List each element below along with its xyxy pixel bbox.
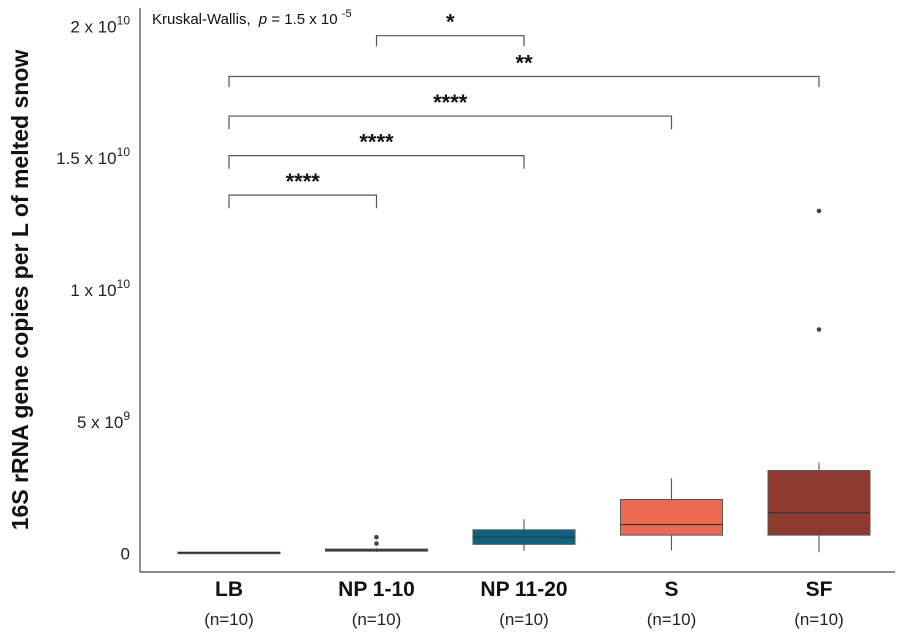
- x-category-label: NP 11-20: [480, 578, 567, 601]
- annotation-p-value: = 1.5 x 10: [271, 11, 337, 28]
- x-category-label: NP 1-10: [338, 578, 415, 601]
- box-np-11-20: [472, 519, 576, 551]
- significance-label: ****: [433, 90, 468, 115]
- kruskal-wallis-annotation: Kruskal-Wallis, p = 1.5 x 10 -5: [152, 8, 352, 28]
- box-lb: [177, 551, 281, 555]
- y-tick-label: 5 x 109: [77, 409, 130, 432]
- y-tick-exponent: 10: [117, 277, 131, 291]
- y-tick-exponent: 10: [117, 13, 131, 27]
- y-axis-title: 16S rRNA gene copies per L of melted sno…: [7, 50, 33, 531]
- annotation-test: Kruskal-Wallis,: [152, 11, 251, 28]
- x-category-label: LB: [215, 578, 243, 601]
- significance-bracket: [228, 154, 525, 169]
- y-tick-exponent: 10: [117, 145, 131, 159]
- box-iqr: [620, 499, 723, 536]
- annotation-p-exponent: -5: [342, 8, 352, 20]
- x-category-label: S: [664, 578, 678, 601]
- y-tick-mantissa: 1.5 x 10: [56, 149, 117, 168]
- y-tick-mantissa: 5 x 10: [77, 413, 123, 432]
- significance-label: ****: [286, 169, 321, 194]
- outlier-point: [816, 327, 822, 332]
- y-tick-label: 1.5 x 1010: [56, 145, 130, 168]
- annotation-p-symbol: p: [258, 11, 267, 28]
- box-np-1-10: [325, 534, 428, 552]
- significance-bracket: [375, 35, 525, 47]
- axes: [139, 8, 895, 573]
- y-tick-label: 0: [121, 545, 130, 564]
- y-tick-label: 2 x 1010: [70, 13, 130, 36]
- box-iqr: [767, 470, 871, 536]
- x-axis-labels: LB (n=10) NP 1-10 (n=10) NP 11-20 (n=10) S (n=1…: [204, 578, 844, 629]
- significance-label: *: [446, 10, 455, 35]
- svg-text:Kruskal-Wallis, p: Kruskal-Wallis, p = 1.5 x 10 -5: [152, 8, 352, 28]
- significance-bracket: [228, 75, 820, 88]
- x-sample-size-label: (n=10): [204, 610, 254, 629]
- y-tick-label: 1 x 1010: [70, 277, 130, 300]
- x-sample-size-label: (n=10): [352, 610, 402, 629]
- outlier-point: [816, 208, 822, 214]
- boxes: [177, 208, 871, 555]
- x-sample-size-label: (n=10): [499, 610, 549, 629]
- y-tick-mantissa: 2 x 10: [70, 17, 116, 36]
- significance-brackets: ***************: [228, 10, 820, 209]
- x-sample-size-label: (n=10): [794, 610, 844, 629]
- box-s: [620, 478, 723, 551]
- significance-bracket: [228, 194, 378, 209]
- x-category-label: SF: [806, 578, 833, 601]
- significance-bracket: [228, 115, 673, 130]
- significance-label: ****: [359, 130, 394, 155]
- box-sf: [767, 208, 871, 553]
- y-tick-mantissa: 1 x 10: [70, 281, 116, 300]
- y-tick-exponent: 9: [123, 409, 130, 423]
- significance-label: **: [515, 51, 533, 76]
- x-sample-size-label: (n=10): [647, 610, 697, 629]
- outlier-point: [374, 541, 379, 546]
- outlier-point: [374, 534, 379, 540]
